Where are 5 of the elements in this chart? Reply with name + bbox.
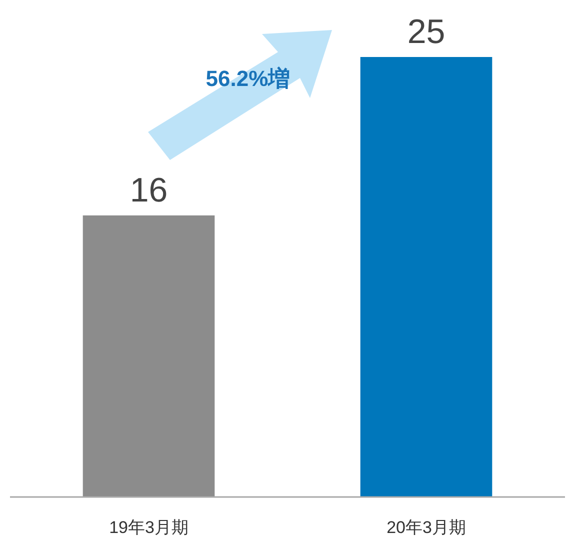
data-label: 25 — [407, 13, 446, 51]
data-label: 16 — [130, 171, 168, 210]
annotation: 56.2%増 — [206, 66, 290, 91]
x-tick-label: 20年3月期 — [386, 518, 466, 537]
x-tick-label: 19年3月期 — [109, 518, 188, 537]
